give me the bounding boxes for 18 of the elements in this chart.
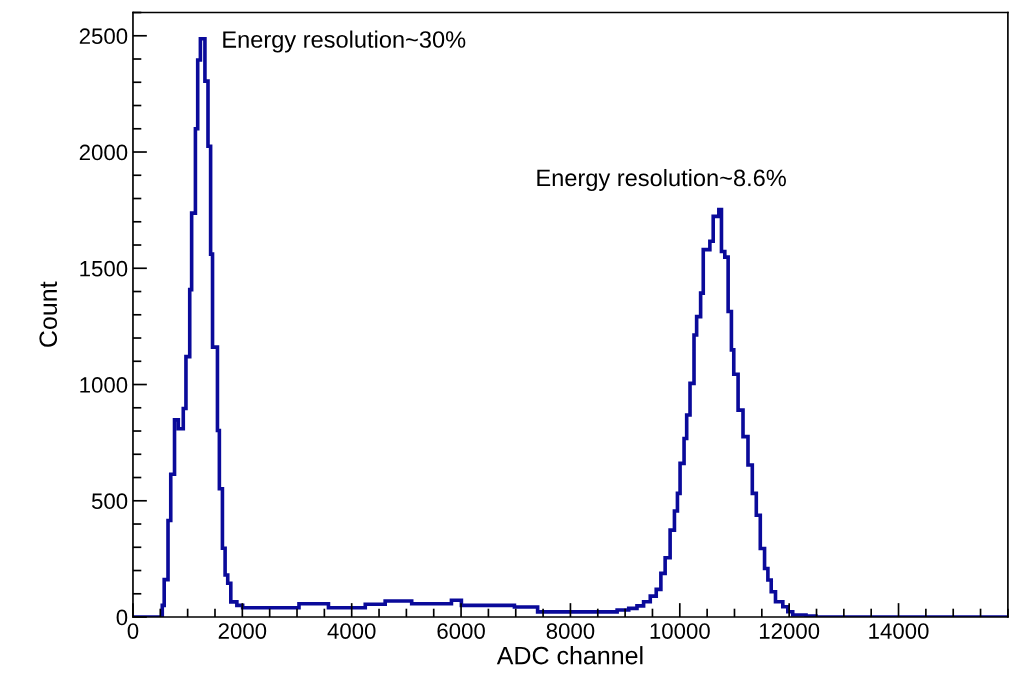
x-tick-label: 4000	[327, 623, 376, 639]
x-tick-label: 14000	[869, 623, 929, 639]
annotation: Energy resolution~8.6%	[537, 168, 786, 191]
x-tick-label: 8000	[546, 623, 595, 639]
x-tick-label: 6000	[437, 623, 485, 639]
y-tick-label: 2500	[79, 28, 128, 45]
y-tick-label: 2000	[79, 144, 128, 161]
y-tick-label: 1000	[80, 377, 128, 393]
x-tick-label: 2000	[218, 623, 267, 639]
x-tick-label: 0	[127, 623, 139, 639]
y-axis-title: Count	[39, 281, 58, 347]
y-tick-label: 0	[116, 609, 128, 626]
y-tick-label: 1500	[80, 260, 128, 277]
annotation: Energy resolution~30%	[223, 30, 466, 53]
x-tick-label: 10000	[650, 623, 710, 639]
x-axis-title: ADC channel	[496, 646, 643, 665]
x-tick-label: 12000	[759, 623, 820, 639]
y-tick-label: 500	[91, 493, 128, 510]
